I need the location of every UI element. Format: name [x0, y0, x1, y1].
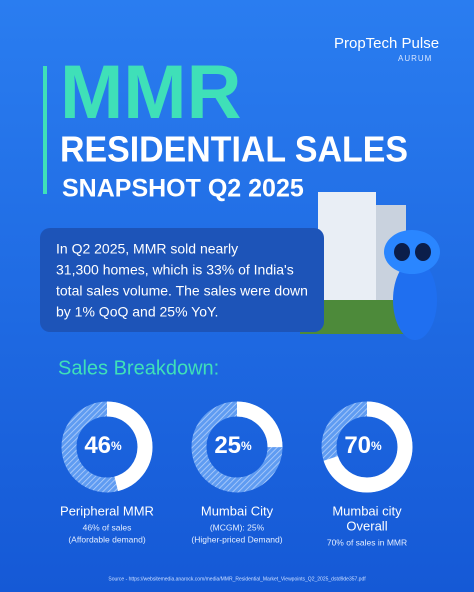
item-detail: (MCGM): 25% [210, 522, 265, 532]
donut-value: 46% [84, 432, 122, 459]
title-line: SNAPSHOT Q2 2025 [62, 175, 304, 203]
donut-arc [191, 401, 283, 493]
item-detail: 46% of sales [83, 522, 132, 532]
value: 25 [214, 432, 241, 459]
section-heading: Sales Breakdown: [58, 357, 219, 379]
title-line: RESIDENTIAL SALES [60, 129, 408, 170]
brand-sub: AURUM [398, 54, 432, 63]
source: Source - https://websitemedia.anarock.co… [108, 576, 366, 582]
value: 70 [344, 432, 371, 459]
item-detail: 70% of sales in MMR [327, 537, 407, 547]
summary-line: In Q2 2025, MMR sold nearly [56, 241, 238, 257]
accent-bar [43, 66, 47, 194]
item-detail: (Affordable demand) [68, 534, 146, 544]
donut-value: 70% [344, 432, 382, 459]
value: 46 [84, 432, 111, 459]
mascot [384, 230, 440, 340]
item-detail: (Higher-priced Demand) [191, 534, 282, 544]
summary-line: 31,300 homes, which is 33% of India's [56, 262, 294, 278]
item-label: Overall [346, 518, 387, 533]
unit: % [111, 439, 122, 453]
donut-arc [321, 401, 413, 493]
unit: % [241, 439, 252, 453]
donut-value: 25% [214, 432, 252, 459]
donut-arc [61, 401, 153, 493]
summary-line: by 1% QoQ and 25% YoY. [56, 304, 218, 320]
unit: % [371, 439, 382, 453]
summary-line: total sales volume. The sales were down [56, 283, 308, 299]
brand-name: PropTech Pulse [334, 35, 439, 52]
item-label: Peripheral MMR [60, 503, 154, 518]
item-label: Mumbai city [332, 503, 402, 518]
item-label: Mumbai City [201, 503, 274, 518]
title-main: MMR [60, 50, 242, 135]
summary-box [40, 228, 324, 332]
